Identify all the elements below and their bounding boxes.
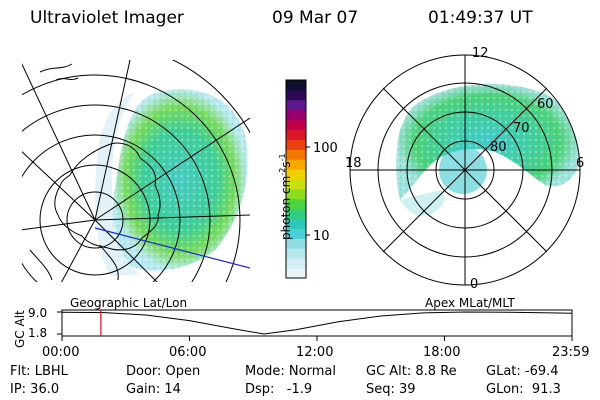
date-label: 09 Mar 07 (272, 8, 359, 28)
colorbar-swatch (286, 169, 306, 180)
lat-label-70: 70 (513, 121, 530, 136)
colorbar-swatch (286, 228, 306, 239)
colorbar-swatch (286, 159, 306, 170)
colorbar-swatch (286, 109, 306, 121)
lat-label-60: 60 (537, 97, 554, 112)
colorbar-swatch (286, 218, 306, 229)
colorbar-tick-100: 100 (313, 141, 338, 156)
instrument-title: Ultraviolet Imager (30, 8, 184, 28)
lat-label-80: 80 (490, 140, 507, 155)
geographic-caption: Geographic Lat/Lon (70, 296, 188, 310)
status-dsp: Dsp: -1.9 (245, 382, 313, 397)
geographic-map (22, 60, 250, 282)
status-glon: GLon: 91.3 (486, 382, 561, 397)
mlt-label-18: 18 (345, 156, 362, 171)
gc-altitude-line (61, 311, 573, 335)
colorbar-swatch (286, 248, 306, 259)
colorbar-tick-10: 10 (313, 229, 330, 244)
mlt-label-6: 6 (576, 156, 585, 171)
colorbar-unit-label: photon cm-2s-1 (278, 153, 293, 240)
time-label: 01:49:37 UT (428, 8, 533, 28)
timeline-panel (57, 309, 573, 341)
colorbar (285, 79, 310, 279)
coastline (54, 142, 161, 251)
colorbar-swatch (286, 89, 306, 101)
colorbar-swatch (286, 198, 306, 210)
timeline-ylabel: GC Alt (13, 310, 27, 348)
x-tick-0000: 00:00 (42, 345, 80, 360)
colorbar-swatch (286, 208, 306, 220)
colorbar-swatch (286, 80, 306, 91)
status-flt: Flt: LBHL (10, 364, 68, 379)
satellite-track-line (94, 227, 250, 269)
y-tick-min: 1.8 (28, 326, 48, 340)
mlt-label-12: 12 (472, 46, 489, 61)
colorbar-swatch (286, 129, 306, 140)
status-gain: Gain: 14 (126, 382, 181, 397)
status-ip: IP: 36.0 (10, 382, 60, 397)
x-tick-0600: 06:00 (169, 345, 207, 360)
x-tick-1800: 18:00 (423, 345, 461, 360)
x-tick-2359: 23:59 (552, 345, 590, 360)
status-seq: Seq: 39 (366, 382, 416, 397)
x-tick-1200: 12:00 (296, 345, 334, 360)
mlt-label-0: 0 (470, 277, 479, 292)
colorbar-swatch (286, 268, 306, 279)
colorbar-frame (285, 79, 307, 279)
colorbar-swatch (286, 188, 306, 200)
colorbar-swatch (286, 238, 306, 249)
magnetic-map (349, 54, 581, 286)
colorbar-swatch (286, 119, 306, 130)
colorbar-swatch (286, 179, 306, 190)
status-gcalt: GC Alt: 8.8 Re (366, 364, 457, 379)
y-tick-max: 9.0 (28, 306, 48, 320)
status-door: Door: Open (126, 364, 201, 379)
status-glat: GLat: -69.4 (486, 364, 559, 379)
status-mode: Mode: Normal (245, 364, 336, 379)
colorbar-swatch (286, 258, 306, 269)
colorbar-swatch (286, 139, 306, 150)
colorbar-swatch (286, 99, 306, 111)
apex-caption: Apex MLat/MLT (425, 296, 515, 310)
colorbar-swatch (286, 149, 306, 160)
